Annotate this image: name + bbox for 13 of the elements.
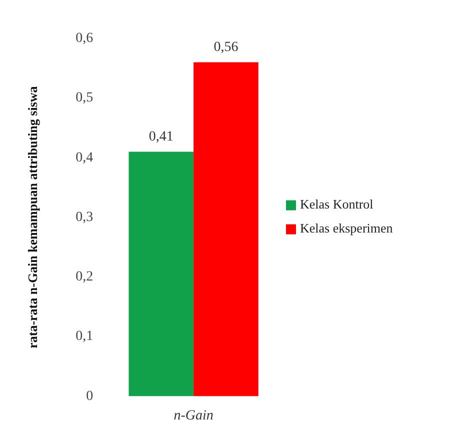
y-tick-label: 0,4	[76, 150, 94, 166]
y-tick-label: 0,2	[76, 270, 94, 285]
data-label: 0,41	[148, 129, 174, 144]
y-axis-title: rata-rata n-Gain kemampuan attributing siswa	[25, 86, 40, 348]
data-label: 0,56	[214, 40, 238, 55]
y-tick-label: 0,5	[76, 90, 94, 106]
legend-label: Kelas Kontrol	[300, 196, 374, 212]
x-tick-label: n-Gain	[174, 408, 214, 424]
y-tick-label: 0	[86, 388, 94, 404]
y-tick-label: 0,6	[76, 31, 94, 46]
y-tick-label: 0,3	[76, 210, 94, 225]
y-tick-label: 0,1	[76, 329, 94, 344]
legend-label: Kelas eksperimen	[300, 220, 394, 236]
